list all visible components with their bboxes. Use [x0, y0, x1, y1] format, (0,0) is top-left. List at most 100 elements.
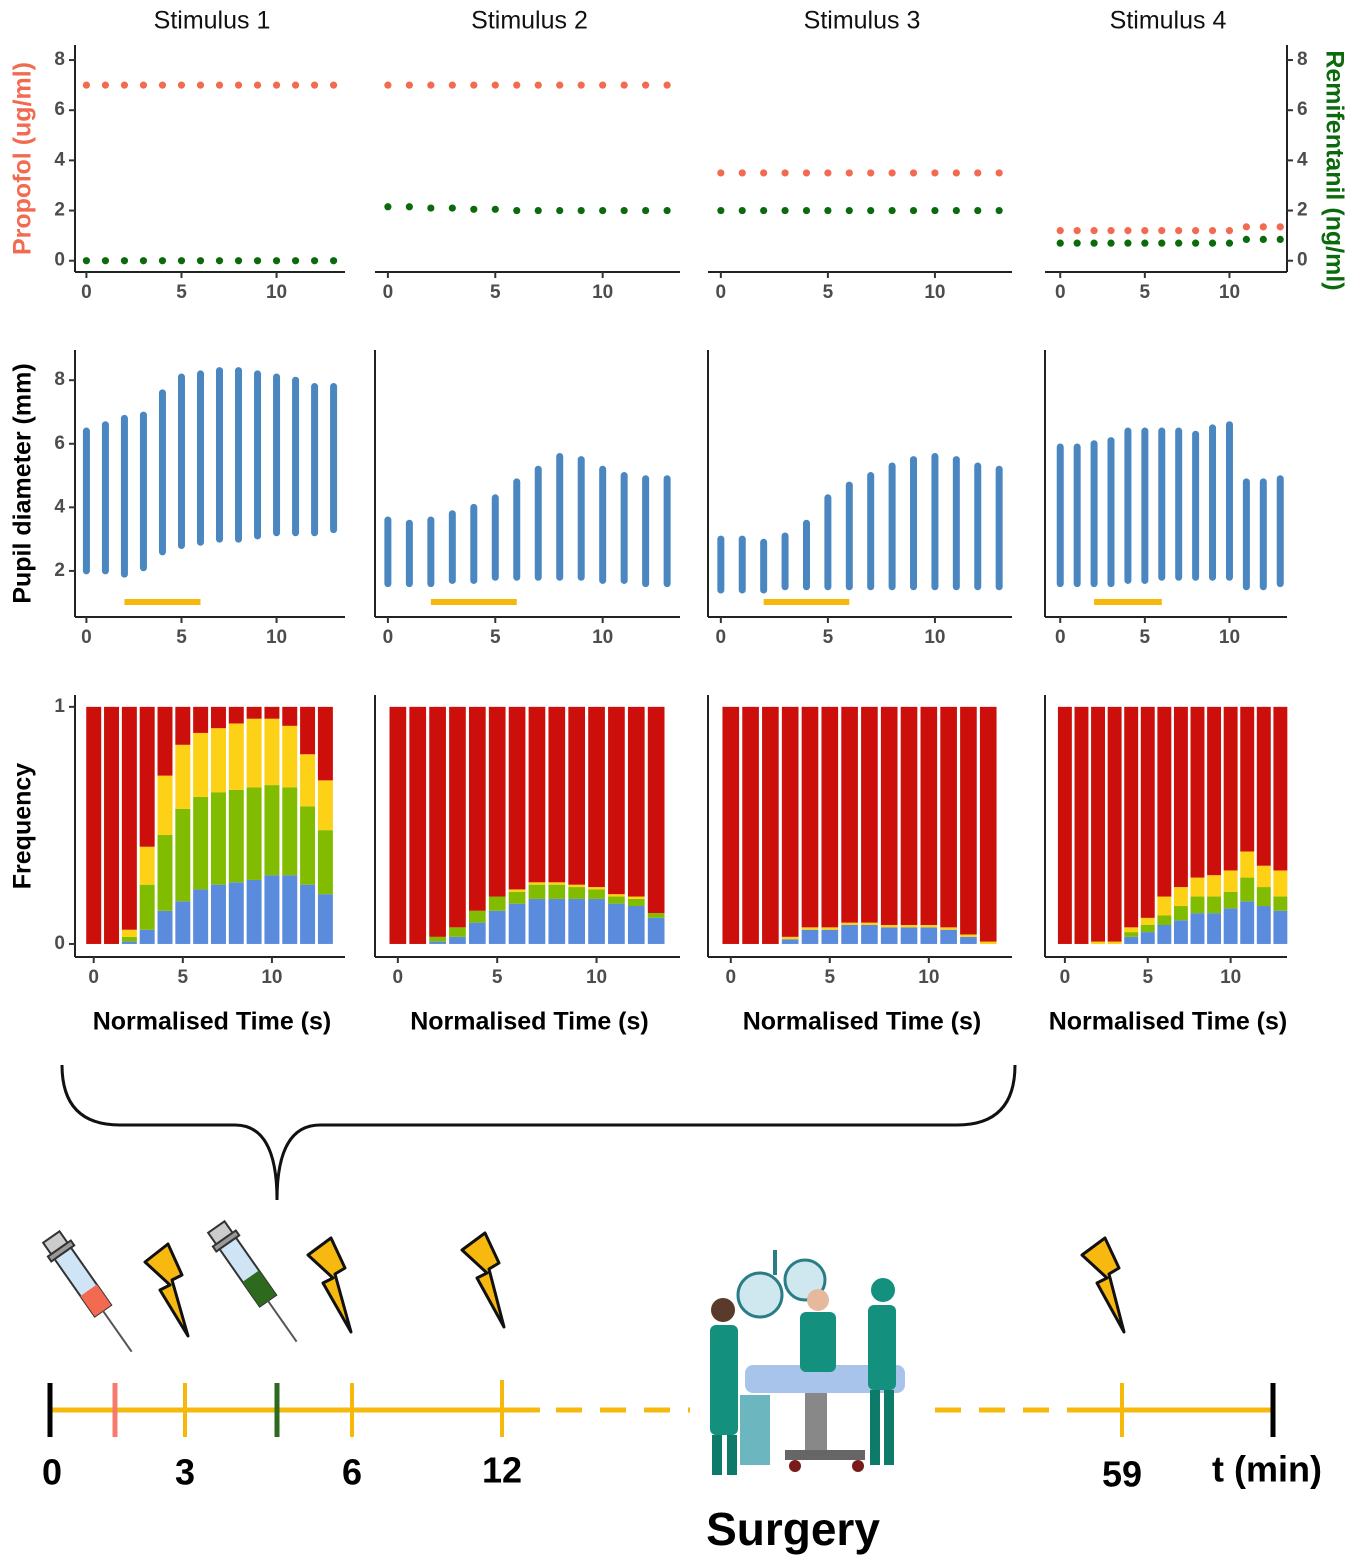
data-point: [846, 207, 853, 214]
data-point: [273, 257, 280, 264]
data-point: [197, 257, 204, 264]
bar-segment: [529, 885, 546, 899]
bar-segment: [509, 904, 526, 944]
x-tick-label: 10: [918, 967, 939, 988]
bolt: [145, 1244, 188, 1336]
timeline: 0 3 6 12 59 t (min) Surgery: [42, 1380, 1322, 1555]
timeline-label: 12: [482, 1450, 522, 1491]
y-tick-label: 0: [54, 933, 65, 954]
data-point: [556, 82, 563, 89]
bar-segment: [509, 892, 526, 904]
x-tick-label: 5: [825, 967, 836, 988]
bar-segment: [509, 707, 526, 890]
bar-segment: [282, 787, 297, 875]
data-point: [599, 207, 606, 214]
bar-segment: [390, 707, 407, 944]
bar-segment: [608, 894, 625, 896]
bar-segment: [140, 930, 155, 944]
data-point: [781, 207, 788, 214]
data-point: [739, 169, 746, 176]
data-point: [1057, 227, 1064, 234]
bar-segment: [193, 797, 208, 889]
bar-segment: [1240, 878, 1254, 902]
timeline-label: 6: [342, 1452, 362, 1493]
data-point: [803, 207, 810, 214]
timeline-label: 59: [1102, 1454, 1142, 1495]
x-axis-label: Normalised Time (s): [1049, 1008, 1288, 1036]
bar-segment: [568, 707, 585, 885]
bar-segment: [122, 707, 137, 930]
bar-segment: [264, 719, 279, 785]
bar-segment: [175, 901, 190, 944]
data-point: [330, 82, 337, 89]
bar-segment: [1240, 901, 1254, 944]
bar-segment: [282, 726, 297, 788]
bar-segment: [158, 835, 173, 911]
bar-segment: [449, 707, 466, 928]
data-point: [1158, 240, 1165, 247]
data-point: [953, 169, 960, 176]
bar-segment: [429, 942, 446, 944]
data-point: [1090, 227, 1097, 234]
data-point: [931, 207, 938, 214]
data-point: [974, 169, 981, 176]
data-point: [449, 204, 456, 211]
bar-segment: [429, 937, 446, 942]
stimulus-window: [431, 599, 517, 605]
bar-segment: [1058, 707, 1072, 944]
data-point: [535, 207, 542, 214]
bar-segment: [1207, 707, 1221, 875]
bar-segment: [1124, 927, 1138, 932]
bar-segment: [211, 885, 226, 944]
bar-segment: [940, 930, 957, 944]
x-tick-label: 0: [1060, 967, 1071, 988]
bar-segment: [921, 925, 938, 927]
bar-segment: [429, 707, 446, 937]
bar-segment: [782, 937, 799, 939]
bar-segment: [158, 911, 173, 944]
data-point: [254, 257, 261, 264]
bar-segment: [548, 882, 565, 884]
bar-segment: [568, 899, 585, 944]
bar-segment: [802, 707, 819, 928]
bar-segment: [548, 899, 565, 944]
bolt: [462, 1233, 504, 1327]
data-point: [642, 207, 649, 214]
bar-segment: [821, 707, 838, 928]
x-tick-label: 0: [1055, 627, 1066, 648]
y-tick-label: 6: [54, 99, 65, 120]
bar-segment: [1075, 707, 1089, 944]
bar-segment: [1141, 707, 1155, 918]
bar-segment: [175, 707, 190, 745]
data-point: [953, 207, 960, 214]
bar-segment: [193, 889, 208, 944]
bar-segment: [1224, 870, 1238, 891]
y-tick-label: 2: [54, 200, 65, 221]
bar-segment: [628, 707, 645, 897]
bar-segment: [211, 728, 226, 792]
y2-tick-label: 8: [1297, 49, 1308, 70]
bar-segment: [782, 939, 799, 944]
y2-tick-label: 4: [1297, 149, 1308, 170]
data-point: [292, 257, 299, 264]
bar-segment: [140, 707, 155, 847]
bar-segment: [980, 707, 997, 942]
data-point: [1175, 240, 1182, 247]
data-point: [1141, 240, 1148, 247]
bar-segment: [229, 707, 244, 724]
bar-segment: [1240, 707, 1254, 852]
y-axis-label: Propofol (ug/ml): [9, 62, 37, 255]
bar-segment: [722, 707, 739, 944]
bar-segment: [1257, 906, 1271, 944]
bar-segment: [1124, 707, 1138, 928]
bar-segment: [469, 707, 486, 911]
bar-segment: [921, 707, 938, 925]
bar-segment: [529, 899, 546, 944]
event-label: Surgery: [706, 1503, 880, 1555]
brace: [62, 1065, 1015, 1200]
bar-segment: [247, 787, 262, 879]
y-tick-label: 8: [54, 369, 65, 390]
bar-segment: [469, 911, 486, 923]
data-point: [83, 82, 90, 89]
data-point: [1158, 227, 1165, 234]
